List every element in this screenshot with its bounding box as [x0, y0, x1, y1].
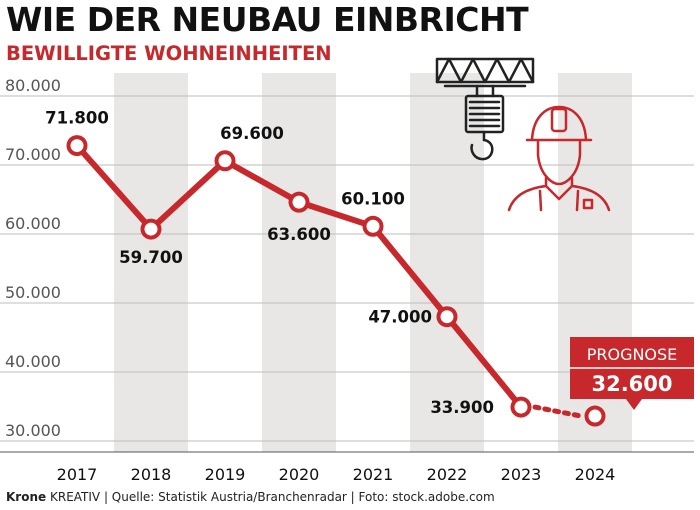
data-point-center — [292, 195, 306, 209]
x-tick-label: 2018 — [131, 465, 172, 484]
x-tick-label: 2019 — [205, 465, 246, 484]
column-band — [114, 73, 188, 452]
data-label: 33.900 — [430, 398, 494, 417]
x-tick-label: 2022 — [427, 465, 468, 484]
data-point-center — [218, 154, 232, 168]
column-band — [410, 73, 484, 452]
column-band — [262, 73, 336, 452]
footer-brand: Krone — [6, 490, 47, 504]
data-label: 69.600 — [220, 124, 284, 143]
data-point-center — [514, 400, 528, 414]
data-point-center — [588, 409, 602, 423]
y-tick-label: 80.000 — [5, 76, 61, 95]
y-tick-label: 70.000 — [5, 145, 61, 164]
y-tick-label: 60.000 — [5, 214, 61, 233]
crane-hook-icon — [435, 57, 535, 161]
data-point-center — [366, 219, 380, 233]
x-tick-label: 2024 — [575, 465, 616, 484]
x-tick-label: 2017 — [57, 465, 98, 484]
x-axis-labels: 2017 2018 2019 2020 2021 2022 2023 2024 — [57, 465, 616, 484]
forecast-value: 32.600 — [591, 372, 672, 396]
footer-text: KREATIV | Quelle: Statistik Austria/Bran… — [49, 490, 495, 504]
y-tick-label: 50.000 — [5, 283, 61, 302]
y-axis-labels: 80.000 70.000 60.000 50.000 40.000 30.000 — [5, 76, 61, 440]
forecast-callout: PROGNOSE 32.600 — [570, 337, 694, 410]
data-label: 63.600 — [267, 225, 331, 244]
data-label: 71.800 — [45, 109, 109, 128]
data-point-center — [144, 222, 158, 236]
chart-title: WIE DER NEUBAU EINBRICHT — [6, 0, 529, 39]
forecast-label: PROGNOSE — [587, 345, 678, 364]
x-tick-label: 2020 — [279, 465, 320, 484]
chart-subtitle: BEWILLIGTE WOHNEINHEITEN — [6, 42, 332, 65]
data-point-center — [70, 139, 84, 153]
x-tick-label: 2023 — [501, 465, 542, 484]
y-tick-label: 40.000 — [5, 352, 61, 371]
data-label: 60.100 — [341, 189, 405, 208]
data-points — [66, 135, 606, 427]
data-label: 47.000 — [368, 308, 432, 327]
construction-worker-icon — [507, 105, 611, 212]
data-labels: 71.800 59.700 69.600 63.600 60.100 47.000 33.9… — [45, 109, 494, 418]
data-label: 59.700 — [119, 248, 183, 267]
y-tick-label: 30.000 — [5, 421, 61, 440]
forecast-callout-box — [570, 337, 694, 410]
x-tick-label: 2021 — [353, 465, 394, 484]
data-point-center — [440, 310, 454, 324]
series-line-forecast — [532, 404, 584, 419]
source-footer: Krone KREATIV | Quelle: Statistik Austri… — [6, 490, 495, 504]
